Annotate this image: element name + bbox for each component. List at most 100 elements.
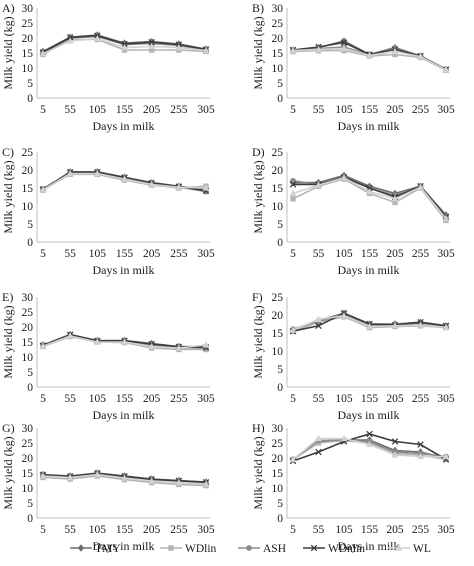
y-tick-label: 5 bbox=[27, 498, 33, 510]
legend-label: WDnlin bbox=[328, 543, 365, 555]
data-point bbox=[66, 37, 74, 44]
x-axis-title: Days in milk bbox=[93, 408, 155, 422]
x-axis-title: Days in milk bbox=[338, 408, 400, 422]
y-tick-label: 15 bbox=[22, 337, 34, 349]
x-tick-label: 155 bbox=[361, 248, 379, 260]
data-point bbox=[391, 438, 399, 445]
legend-marker bbox=[77, 544, 85, 552]
x-tick-label: 305 bbox=[197, 393, 215, 405]
data-point bbox=[93, 470, 101, 478]
y-tick-label: 20 bbox=[22, 165, 34, 177]
y-tick-label: 15 bbox=[272, 328, 284, 340]
data-point bbox=[202, 480, 210, 487]
y-tick-label: 25 bbox=[22, 307, 34, 319]
x-tick-label: 55 bbox=[64, 524, 76, 536]
x-tick-label: 55 bbox=[64, 393, 76, 405]
panel-label: G) bbox=[2, 421, 15, 435]
x-tick-label: 105 bbox=[335, 248, 353, 260]
x-tick-label: 305 bbox=[437, 524, 455, 536]
x-tick-label: 55 bbox=[313, 248, 325, 260]
x-tick-label: 5 bbox=[290, 248, 296, 260]
x-tick-label: 305 bbox=[437, 248, 455, 260]
series-wdnlin bbox=[289, 173, 450, 221]
y-tick-label: 30 bbox=[22, 3, 34, 15]
data-point bbox=[66, 473, 74, 481]
y-tick-label: 25 bbox=[272, 18, 284, 30]
panel-label: B) bbox=[252, 1, 264, 15]
y-tick-label: 10 bbox=[272, 63, 284, 75]
data-point bbox=[417, 53, 424, 60]
series-wl bbox=[289, 312, 450, 333]
y-tick-label: 20 bbox=[22, 33, 34, 45]
y-tick-label: 20 bbox=[22, 322, 34, 334]
y-tick-label: 25 bbox=[22, 438, 34, 450]
legend-marker bbox=[310, 544, 318, 552]
data-point bbox=[417, 452, 424, 460]
data-point bbox=[175, 44, 183, 51]
legend-item: ASH bbox=[238, 543, 286, 555]
y-tick-label: 0 bbox=[27, 93, 33, 105]
y-tick-label: 25 bbox=[272, 147, 284, 159]
x-tick-label: 205 bbox=[143, 393, 161, 405]
legend-label: ASH bbox=[263, 543, 286, 555]
data-point bbox=[175, 183, 183, 190]
y-tick-label: 10 bbox=[22, 483, 34, 495]
data-point bbox=[121, 338, 128, 345]
y-tick-label: 25 bbox=[272, 438, 284, 450]
data-point bbox=[289, 189, 297, 196]
x-tick-label: 5 bbox=[40, 104, 46, 116]
series-wl bbox=[39, 470, 210, 487]
series-wl bbox=[39, 35, 210, 57]
x-tick-label: 105 bbox=[335, 524, 353, 536]
y-tick-label: 0 bbox=[277, 93, 283, 105]
x-tick-label: 155 bbox=[361, 393, 379, 405]
y-tick-label: 0 bbox=[277, 237, 283, 249]
panel-label: E) bbox=[2, 290, 13, 304]
x-tick-label: 255 bbox=[412, 104, 430, 116]
legend-marker bbox=[395, 544, 403, 551]
y-tick-label: 5 bbox=[27, 367, 33, 379]
data-point bbox=[366, 322, 373, 330]
data-point bbox=[391, 451, 399, 458]
y-tick-label: 20 bbox=[272, 453, 284, 465]
data-point bbox=[39, 472, 47, 479]
data-point bbox=[66, 170, 74, 177]
data-point bbox=[392, 51, 398, 58]
series-ash bbox=[290, 174, 449, 220]
x-tick-label: 55 bbox=[313, 393, 325, 405]
x-tick-label: 105 bbox=[335, 393, 353, 405]
data-point bbox=[391, 47, 399, 55]
data-point bbox=[148, 47, 155, 53]
data-point bbox=[148, 180, 156, 187]
legend-item: WDlin bbox=[160, 543, 217, 555]
panel-label: A) bbox=[2, 1, 15, 15]
y-tick-label: 30 bbox=[22, 423, 34, 435]
y-axis-title: Milk yield (kg) bbox=[251, 160, 265, 233]
legend-marker bbox=[168, 545, 174, 551]
y-tick-label: 20 bbox=[272, 310, 284, 322]
x-axis-title: Days in milk bbox=[338, 539, 400, 553]
data-point bbox=[93, 170, 101, 177]
x-tick-label: 305 bbox=[197, 104, 215, 116]
legend-label: TMY bbox=[95, 543, 121, 555]
y-tick-label: 20 bbox=[272, 33, 284, 45]
x-tick-label: 205 bbox=[143, 104, 161, 116]
data-point bbox=[148, 38, 155, 46]
x-tick-label: 255 bbox=[170, 393, 188, 405]
y-tick-label: 10 bbox=[272, 483, 284, 495]
y-tick-label: 5 bbox=[27, 219, 33, 231]
data-point bbox=[121, 175, 128, 182]
y-tick-label: 15 bbox=[22, 468, 34, 480]
x-tick-label: 155 bbox=[116, 104, 134, 116]
x-tick-label: 205 bbox=[143, 248, 161, 260]
data-point bbox=[121, 44, 128, 51]
data-point bbox=[442, 323, 450, 330]
data-point bbox=[417, 321, 424, 328]
x-tick-label: 205 bbox=[386, 104, 404, 116]
data-point bbox=[66, 34, 74, 41]
y-axis-title: Milk yield (kg) bbox=[251, 305, 265, 378]
y-tick-label: 10 bbox=[22, 63, 34, 75]
data-point bbox=[340, 174, 348, 181]
